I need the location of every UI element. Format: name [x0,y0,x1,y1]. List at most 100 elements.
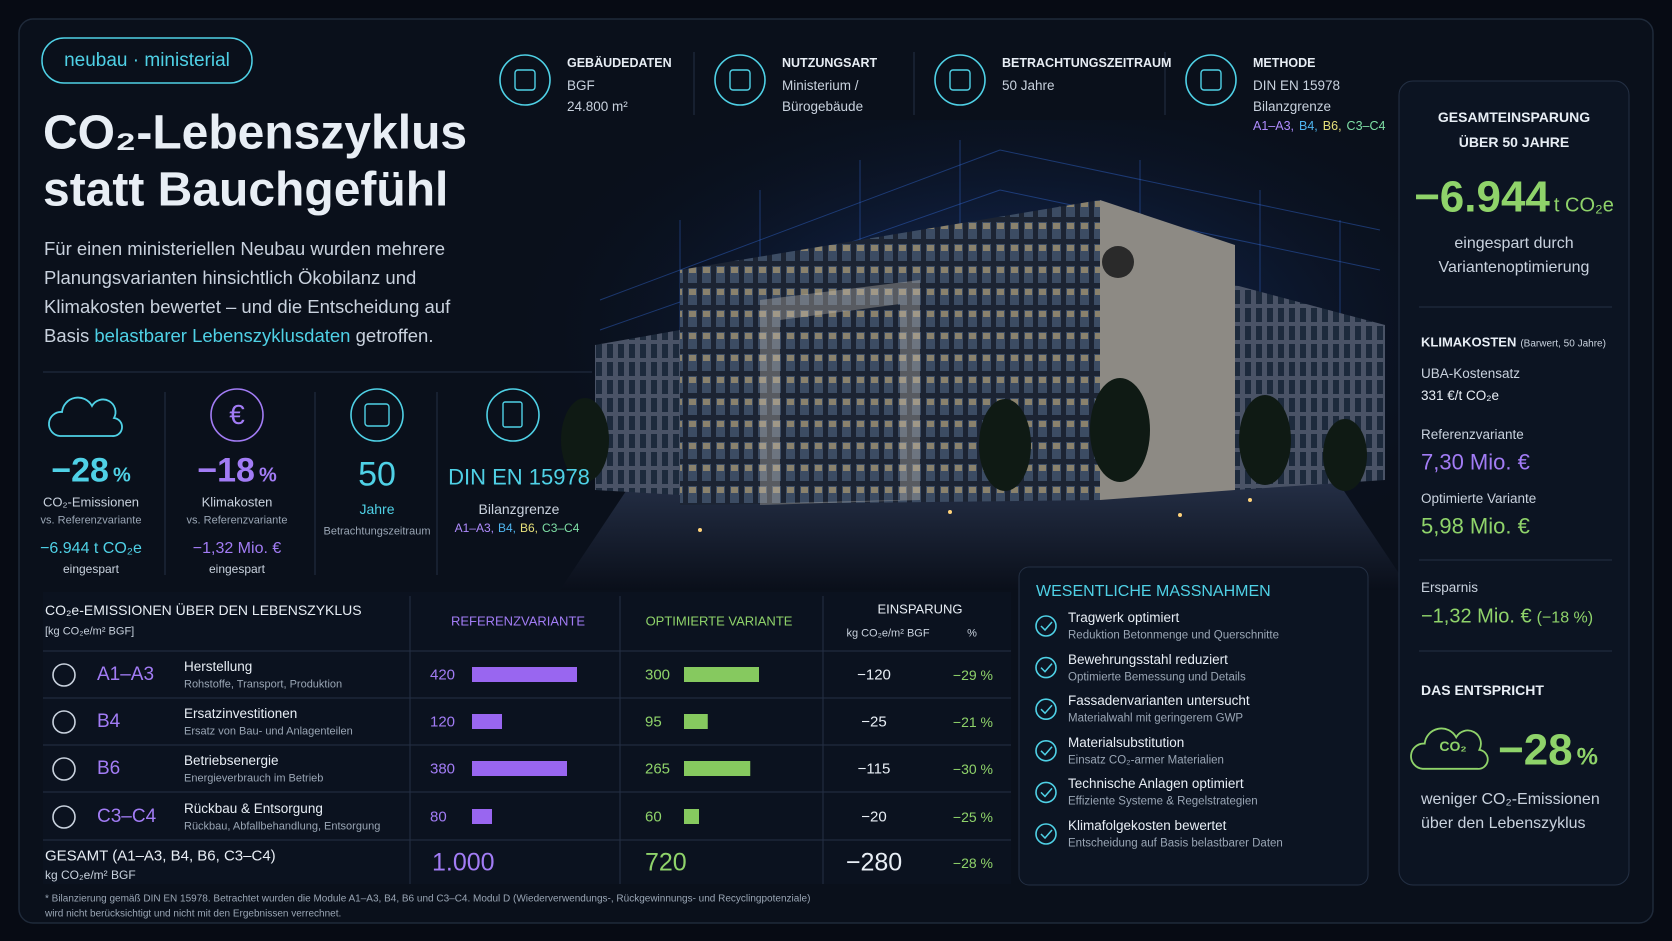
footnote: * Bilanzierung gemäß DIN EN 15978. Betra… [45,893,811,905]
icon [729,69,751,91]
saving-value: −25 [861,713,887,731]
saving-pct: −21 % [952,713,993,730]
info-label: BETRACHTUNGSZEITRAUM [1002,55,1172,70]
module: B6, [1322,118,1342,133]
row-desc: Rohstoffe, Transport, Produktion [184,678,343,691]
ref-cost: 7,30 Mio. € [1421,449,1530,475]
ref-value: 80 [430,808,447,826]
row-name: Rückbau & Entsorgung [184,801,323,817]
icon [934,54,986,106]
kpi-saving: −1,32 Mio. € [192,539,282,557]
saving-value: −20 [861,808,887,826]
decoration [948,510,952,514]
text: −28 [51,451,109,490]
bar [472,667,577,682]
measure-title: Tragwerk optimiert [1068,610,1180,626]
icon [52,663,76,687]
measure-title: Materialsubstitution [1068,735,1185,751]
decoration [599,149,1001,301]
summary-panel [1398,80,1630,886]
text: getroffen. [350,325,434,346]
table-panel [43,592,1011,884]
kpi-value: −28% [51,451,130,490]
bar [472,714,502,729]
module: C3–C4 [1346,118,1386,133]
icon [714,54,766,106]
saving-label: Ersparnis [1421,580,1479,596]
opt-value: 95 [645,713,662,731]
ref-value: 420 [430,666,456,684]
module: C3–C4 [97,806,157,828]
kpi-saving-label: eingespart [62,562,120,577]
total-pct: −28 % [952,854,993,871]
title: statt Bauchgefühl [43,163,449,217]
kpi-saving: −6.944 t CO₂e [40,539,142,557]
cloud-icon [48,396,123,437]
decoration [561,378,1367,491]
opt-cost: 5,98 Mio. € [1421,513,1530,539]
decoration [1090,378,1150,482]
decoration [561,398,609,482]
check [1040,829,1053,840]
text: −18 [197,451,255,490]
costs-title: KLIMAKOSTEN (Barwert, 50 Jahre) [1421,335,1606,351]
check [1040,787,1053,798]
measure-desc: Entscheidung auf Basis belastbarer Daten [1068,837,1283,850]
kpi-sub: vs. Referenzvariante [186,514,288,527]
tag-pill [41,37,253,84]
bar [684,809,699,824]
icon [1035,781,1057,804]
table-title: CO₂e-EMISSIONEN ÜBER DEN LEBENSZYKLUS [45,601,362,618]
icon [499,54,551,106]
info-value: Ministerium / [782,78,859,94]
info-value: 50 Jahre [1002,78,1055,94]
cloud-icon [1410,727,1489,770]
kpi-value: −18% [197,451,276,490]
decoration [1178,513,1182,517]
module: C3–C4 [542,521,580,536]
info-value: Bürogebäude [782,99,864,115]
check [1040,621,1053,632]
summary-value: −6.944 t CO₂e [1414,173,1614,224]
saving-pct: −30 % [952,760,993,777]
total-unit: kg CO₂e/m² BGF [45,868,136,883]
rate-label: UBA-Kostensatz [1421,366,1521,382]
row-name: Ersatzinvestitionen [184,706,298,722]
summary-unit: t CO₂e [1553,194,1614,217]
measure-title: Fassadenvarianten untersucht [1068,693,1250,709]
measure-desc: Optimierte Bemessung und Details [1068,670,1246,683]
row-name: Betriebsenergie [184,753,279,769]
icon: € [229,398,245,430]
table-unit: [kg CO₂e/m² BGF] [45,625,135,638]
equiv-desc: weniger CO₂-Emissionen über den Lebenszy… [1421,791,1600,832]
summary-title: GESAMTEINSPARUNG [1437,108,1591,125]
modules: A1–A3, B4, B6, C3–C4 [1253,119,1390,133]
icon-label: CO₂ [1439,737,1467,754]
bar [472,761,567,776]
row-desc: Ersatz von Bau- und Anlagenteilen [184,725,353,738]
total-saving: −280 [845,848,903,877]
ref-label: Referenzvariante [1421,427,1524,443]
bar [684,761,751,776]
measure-title: Technische Anlagen optimiert [1068,776,1244,792]
rate: 331 €/t CO₂e [1421,388,1500,404]
icon [1035,739,1057,762]
saving-pct: (−18 %) [1536,609,1594,627]
info-value: 24.800 m² [567,99,628,115]
total-ref: 1.000 [432,848,495,877]
decoration [698,498,1252,532]
measure-desc: Effiziente Systeme & Regelstrategien [1068,795,1258,808]
icon [52,805,76,829]
icon [1185,54,1237,106]
check [1040,704,1053,715]
module: B4, [1299,118,1318,133]
kpi-value: 50 [358,455,396,494]
equiv-title: DAS ENTSPRICHT [1421,681,1544,698]
title: CO₂-Lebenszyklus [43,106,468,160]
icon [949,69,971,91]
column-header: kg CO₂e/m² BGF [846,627,930,640]
icon [1035,615,1057,637]
measures-panel [1018,566,1369,886]
summary-desc: eingespart durch Variantenoptimierung [1438,235,1590,276]
